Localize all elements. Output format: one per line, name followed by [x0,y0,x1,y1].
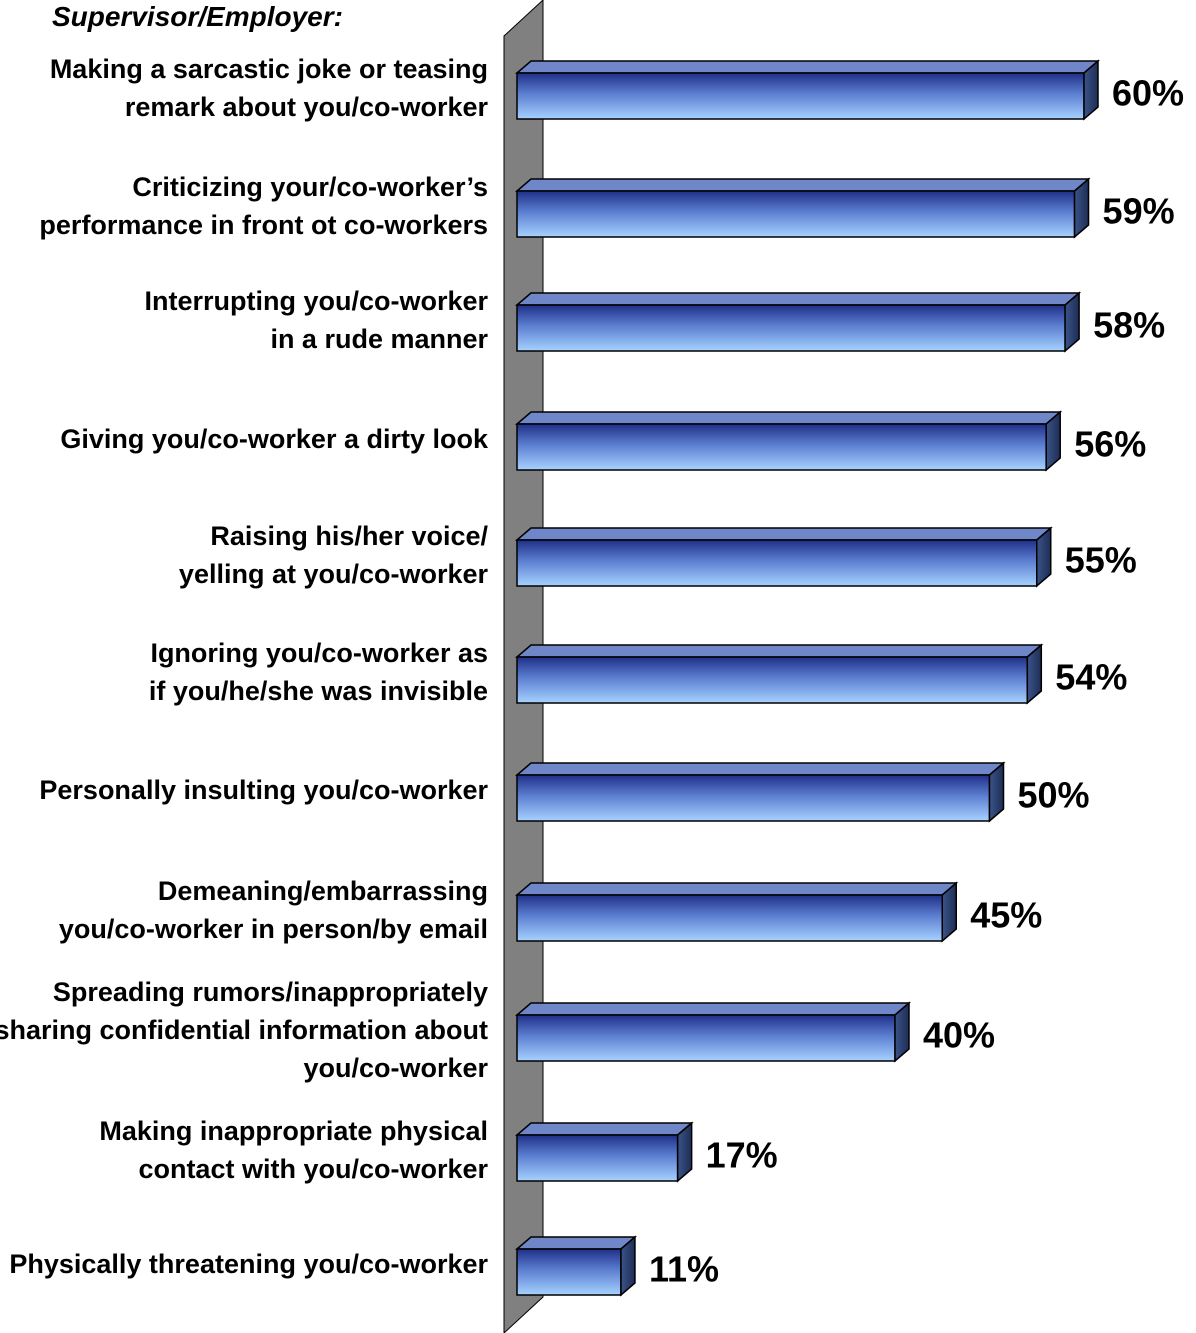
bar-group [514,1121,694,1183]
bar-end-cap [1064,291,1080,353]
bar-top-face [514,292,1082,306]
bar [516,1014,896,1062]
category-label-line: you/co-worker in person/by email [59,914,488,944]
bar-top-face [514,1002,912,1016]
chart-title: Supervisor/Employer: [52,1,343,32]
category-label-line: Demeaning/embarrassing [158,876,488,906]
category-label-line: Physically threatening you/co-worker [9,1249,488,1279]
bar-end-cap [988,761,1005,823]
value-label: 55% [1065,540,1137,581]
category-label: Ignoring you/co-worker as if you/he/she w… [149,638,488,706]
category-label: Demeaning/embarrassing you/co-worker in p… [59,876,488,944]
category-label-line: Making inappropriate physical [99,1116,488,1146]
bar [516,1134,679,1182]
bars-layer: 60% Making a sarcastic joke or teasing rem… [0,54,1184,1297]
category-label: Interrupting you/co-worker in a rude mann… [144,286,488,354]
bar-top-face [514,527,1053,541]
bar-group [514,1001,912,1063]
bar-end-cap [941,881,957,943]
bar [516,304,1066,352]
category-label-line: yelling at you/co-worker [179,559,489,589]
category-label-line: in a rude manner [270,324,488,354]
bar-group [514,761,1006,823]
bar-top-face [514,411,1063,425]
category-label-line: if you/he/she was invisible [149,676,488,706]
bar [516,1248,622,1296]
bar-end-cap [1036,526,1052,588]
bar [516,539,1038,587]
bar [516,72,1085,120]
bar-group [514,881,959,943]
value-label: 45% [970,895,1042,936]
value-label: 54% [1055,657,1127,698]
bar-end-cap [894,1001,910,1063]
bar-top-face [514,762,1006,776]
category-label: Criticizing your/co-worker’s performance … [39,172,488,240]
bar-end-cap [1083,59,1099,121]
bar-group [514,1235,637,1297]
bar-top-face [514,60,1101,74]
value-label: 58% [1093,305,1165,346]
value-label: 56% [1074,424,1146,465]
value-label: 40% [923,1015,995,1056]
value-label: 50% [1018,775,1090,816]
value-label: 59% [1103,191,1175,232]
category-label: Making inappropriate physical contact wit… [99,1116,488,1184]
category-label-line: you/co-worker [303,1053,488,1083]
bar-group [514,643,1044,705]
value-label: 17% [706,1135,778,1176]
category-label-line: contact with you/co-worker [138,1154,488,1184]
category-label-line: performance in front ot co-workers [39,210,488,240]
category-label: Personally insulting you/co-worker [39,775,488,805]
category-label-line: Personally insulting you/co-worker [39,775,488,805]
bar [516,656,1029,704]
bar-group [514,526,1053,588]
category-label-line: Raising his/her voice/ [210,521,488,551]
category-label-line: Criticizing your/co-worker’s [132,172,488,202]
bar-group [514,177,1091,239]
category-label-line: Giving you/co-worker a dirty look [60,424,489,454]
bar-end-cap [676,1121,693,1183]
category-label: Raising his/her voice/yelling at you/co-… [179,521,489,589]
bar [516,774,991,822]
category-label-line: sharing confidential information about [0,1015,488,1045]
bar-end-cap [1045,410,1061,472]
value-label: 60% [1112,73,1184,114]
bar-end-cap [620,1235,636,1297]
category-label-line: remark about you/co-worker [125,92,489,122]
bar-end-cap [1073,177,1090,239]
category-label: Spreading rumors/inappropriately sharing … [0,977,488,1083]
category-label-line: Ignoring you/co-worker as [150,638,488,668]
category-label-line: Spreading rumors/inappropriately [53,977,488,1007]
bar-group [514,291,1082,353]
bar-group [514,410,1063,472]
bar-group [514,59,1101,121]
bar [516,423,1047,471]
bar-top-face [514,882,959,896]
value-label: 11% [649,1249,719,1290]
category-label: Physically threatening you/co-worker [9,1249,488,1279]
bar-top-face [514,1236,637,1250]
bar-top-face [514,644,1044,658]
bar [516,894,943,942]
category-label-line: Making a sarcastic joke or teasing [50,54,488,84]
bar-top-face [514,178,1091,192]
bar [516,190,1076,238]
category-label: Making a sarcastic joke or teasing remark… [50,54,489,122]
category-label-line: Interrupting you/co-worker [144,286,488,316]
bar-top-face [514,1122,694,1136]
category-label: Giving you/co-worker a dirty look [60,424,489,454]
bar-end-cap [1026,643,1043,705]
